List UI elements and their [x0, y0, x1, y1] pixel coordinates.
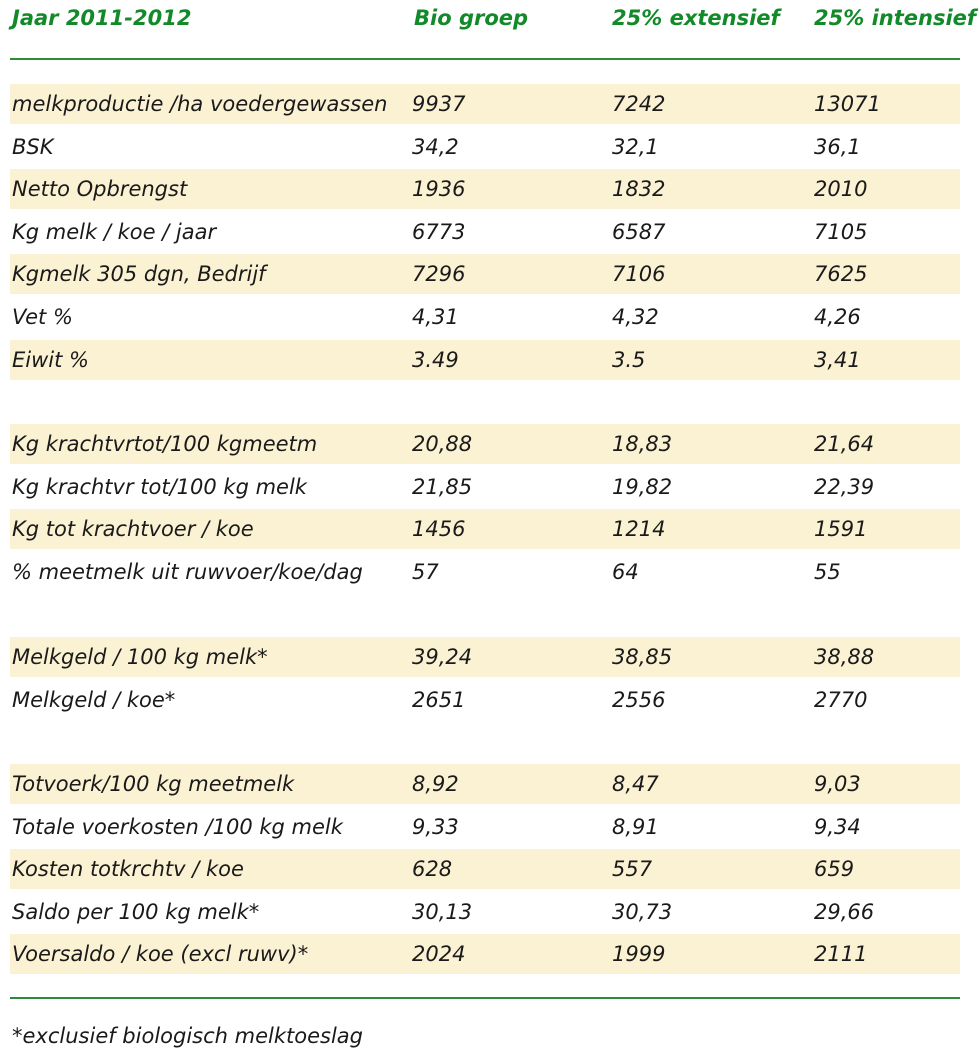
cell-extensief: 3.5 [612, 348, 646, 372]
table-row: % meetmelk uit ruwvoer/koe/dag 57 64 55 [10, 552, 960, 592]
cell-intensief: 2770 [814, 688, 868, 712]
cell-bio-groep: 57 [412, 560, 439, 584]
cell-extensief: 18,83 [612, 432, 673, 456]
row-label: Kg krachtvrtot/100 kgmeetm [12, 432, 318, 456]
row-label: Kgmelk 305 dgn, Bedrijf [12, 262, 266, 286]
cell-intensief: 21,64 [814, 432, 875, 456]
cell-extensief: 7242 [612, 92, 666, 116]
cell-bio-groep: 8,92 [412, 772, 459, 796]
table-row: Kg krachtvr tot/100 kg melk 21,85 19,82 22,… [10, 467, 960, 507]
cell-extensief: 6587 [612, 220, 666, 244]
cell-bio-groep: 6773 [412, 220, 466, 244]
header-extensief: 25% extensief [612, 6, 780, 30]
row-label: Totale voerkosten /100 kg melk [12, 815, 343, 839]
row-label: Totvoerk/100 kg meetmelk [12, 772, 295, 796]
cell-bio-groep: 20,88 [412, 432, 473, 456]
table-row: Kg krachtvrtot/100 kgmeetm 20,88 18,83 21,6… [10, 424, 960, 464]
row-label: Kosten totkrchtv / koe [12, 857, 244, 881]
row-label: Vet % [12, 305, 73, 329]
header-intensief: 25% intensief [814, 6, 977, 30]
cell-extensief: 30,73 [612, 900, 673, 924]
table-row: Eiwit % 3.49 3.5 3,41 [10, 340, 960, 380]
row-label: Kg tot krachtvoer / koe [12, 517, 254, 541]
row-label: Voersaldo / koe (excl ruwv)* [12, 942, 309, 966]
table-row: Melkgeld / 100 kg melk* 39,24 38,85 38,88 [10, 637, 960, 677]
cell-extensief: 19,82 [612, 475, 673, 499]
cell-intensief: 1591 [814, 517, 868, 541]
cell-intensief: 7625 [814, 262, 868, 286]
cell-extensief: 32,1 [612, 135, 659, 159]
cell-intensief: 7105 [814, 220, 868, 244]
cell-extensief: 1214 [612, 517, 666, 541]
row-label: % meetmelk uit ruwvoer/koe/dag [12, 560, 363, 584]
cell-intensief: 9,34 [814, 815, 861, 839]
cell-intensief: 55 [814, 560, 841, 584]
row-label: Melkgeld / 100 kg melk* [12, 645, 268, 669]
cell-bio-groep: 1456 [412, 517, 466, 541]
cell-extensief: 7106 [612, 262, 666, 286]
cell-bio-groep: 9937 [412, 92, 466, 116]
table-row: Kosten totkrchtv / koe 628 557 659 [10, 849, 960, 889]
cell-intensief: 3,41 [814, 348, 861, 372]
table-row: Kg melk / koe / jaar 6773 6587 7105 [10, 212, 960, 252]
bottom-divider [10, 997, 960, 999]
cell-bio-groep: 2651 [412, 688, 466, 712]
row-label: Saldo per 100 kg melk* [12, 900, 260, 924]
header-bio-groep: Bio groep [414, 6, 529, 30]
cell-intensief: 38,88 [814, 645, 875, 669]
table-header: Jaar 2011-2012 Bio groep 25% extensief 2… [0, 0, 980, 44]
cell-intensief: 36,1 [814, 135, 861, 159]
cell-extensief: 38,85 [612, 645, 673, 669]
table-row: Melkgeld / koe* 2651 2556 2770 [10, 680, 960, 720]
table-row: Kg tot krachtvoer / koe 1456 1214 1591 [10, 509, 960, 549]
cell-intensief: 13071 [814, 92, 881, 116]
cell-bio-groep: 39,24 [412, 645, 473, 669]
cell-extensief: 8,91 [612, 815, 659, 839]
cell-extensief: 1832 [612, 177, 666, 201]
cell-extensief: 1999 [612, 942, 666, 966]
table-row: Netto Opbrengst 1936 1832 2010 [10, 169, 960, 209]
cell-bio-groep: 7296 [412, 262, 466, 286]
cell-extensief: 64 [612, 560, 639, 584]
cell-bio-groep: 1936 [412, 177, 466, 201]
cell-bio-groep: 3.49 [412, 348, 459, 372]
table-row: Vet % 4,31 4,32 4,26 [10, 297, 960, 337]
row-label: Melkgeld / koe* [12, 688, 176, 712]
table-row: melkproductie /ha voedergewassen 9937 7242… [10, 84, 960, 124]
table-row: BSK 34,2 32,1 36,1 [10, 127, 960, 167]
table-row: Kgmelk 305 dgn, Bedrijf 7296 7106 7625 [10, 254, 960, 294]
cell-intensief: 4,26 [814, 305, 861, 329]
cell-bio-groep: 2024 [412, 942, 466, 966]
cell-intensief: 22,39 [814, 475, 875, 499]
cell-bio-groep: 628 [412, 857, 453, 881]
cell-intensief: 29,66 [814, 900, 875, 924]
cell-extensief: 8,47 [612, 772, 659, 796]
cell-extensief: 557 [612, 857, 653, 881]
cell-bio-groep: 21,85 [412, 475, 473, 499]
cell-intensief: 659 [814, 857, 855, 881]
footnote: *exclusief biologisch melktoeslag [12, 1024, 363, 1048]
row-label: Kg melk / koe / jaar [12, 220, 217, 244]
cell-bio-groep: 9,33 [412, 815, 459, 839]
cell-bio-groep: 30,13 [412, 900, 473, 924]
cell-intensief: 2111 [814, 942, 868, 966]
cell-intensief: 9,03 [814, 772, 861, 796]
table-row: Totale voerkosten /100 kg melk 9,33 8,91 9,… [10, 807, 960, 847]
cell-intensief: 2010 [814, 177, 868, 201]
row-label: BSK [12, 135, 54, 159]
row-label: melkproductie /ha voedergewassen [12, 92, 388, 116]
row-label: Eiwit % [12, 348, 89, 372]
row-label: Kg krachtvr tot/100 kg melk [12, 475, 307, 499]
row-label: Netto Opbrengst [12, 177, 188, 201]
table-row: Totvoerk/100 kg meetmelk 8,92 8,47 9,03 [10, 764, 960, 804]
cell-bio-groep: 34,2 [412, 135, 459, 159]
cell-extensief: 4,32 [612, 305, 659, 329]
cell-bio-groep: 4,31 [412, 305, 459, 329]
table-row: Voersaldo / koe (excl ruwv)* 2024 1999 2111 [10, 934, 960, 974]
cell-extensief: 2556 [612, 688, 666, 712]
top-divider [10, 58, 960, 60]
table-row: Saldo per 100 kg melk* 30,13 30,73 29,66 [10, 892, 960, 932]
header-year: Jaar 2011-2012 [12, 6, 192, 30]
